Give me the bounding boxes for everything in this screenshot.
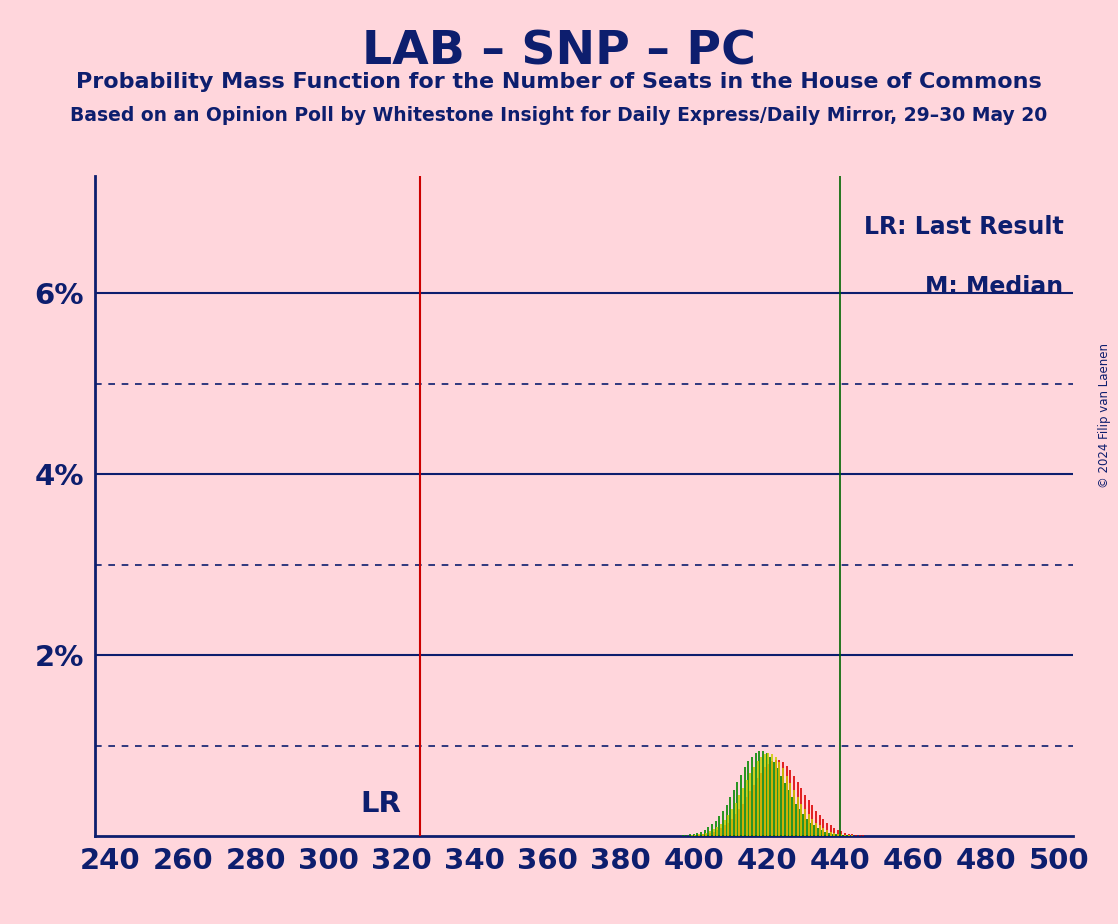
Text: LR: LR	[361, 790, 401, 818]
Text: LAB – SNP – PC: LAB – SNP – PC	[362, 30, 756, 75]
Text: LR: Last Result: LR: Last Result	[864, 215, 1063, 239]
Text: Probability Mass Function for the Number of Seats in the House of Commons: Probability Mass Function for the Number…	[76, 72, 1042, 92]
Text: Based on an Opinion Poll by Whitestone Insight for Daily Express/Daily Mirror, 2: Based on an Opinion Poll by Whitestone I…	[70, 106, 1048, 126]
Text: © 2024 Filip van Laenen: © 2024 Filip van Laenen	[1098, 344, 1111, 488]
Text: M: Median: M: Median	[926, 274, 1063, 298]
